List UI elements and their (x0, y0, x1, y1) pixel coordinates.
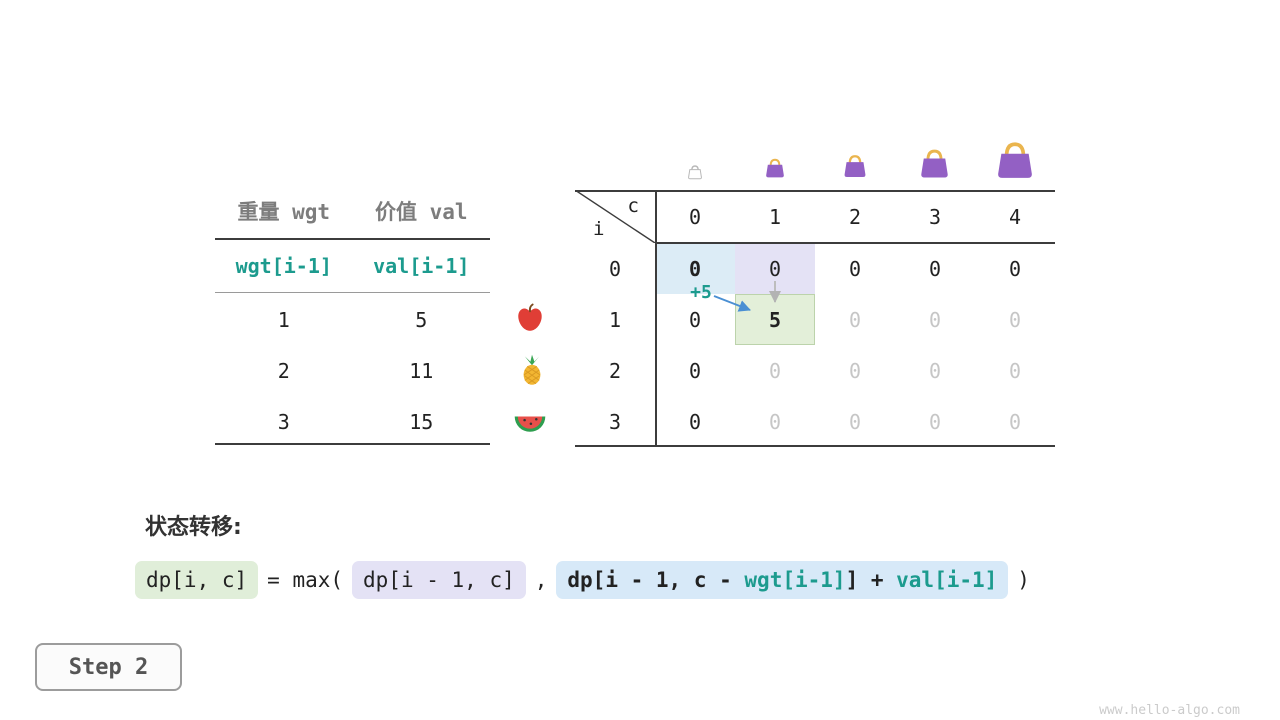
col-header-0: 0 (688, 204, 702, 229)
dp-table: c i 0 1 2 3 4 0 0 0 0 0 0 1 0 5 0 0 0 2 … (575, 190, 1055, 447)
items-table-var-row: wgt[i-1] val[i-1] (215, 242, 490, 290)
dp-cell-3-2: 0 (848, 409, 862, 434)
value-gain-annotation: +5 (690, 282, 712, 303)
item-row-2: 2 11 (215, 345, 490, 396)
col-header-2: 2 (848, 204, 862, 229)
col-header-value: 价值 val (374, 200, 468, 224)
row-label-1: 1 (608, 307, 622, 332)
bag-medium-icon (842, 153, 868, 179)
apple-icon (515, 303, 545, 333)
dp-cell-0-0: 0 (655, 243, 735, 294)
dp-cell-3-0: 0 (688, 409, 702, 434)
table-vertical-divider (655, 190, 657, 447)
table-divider (215, 443, 490, 445)
dp-corner-cell: c i (575, 190, 655, 243)
corner-col-label: c (627, 195, 639, 217)
table-divider (215, 292, 490, 293)
bag-large-icon (918, 147, 951, 180)
table-header-divider (655, 242, 1055, 244)
formula-take-part2: ] + (845, 568, 897, 592)
item-row-1: 1 5 (215, 294, 490, 345)
item1-weight: 1 (277, 307, 290, 332)
dp-cell-1-1: 5 (735, 294, 815, 345)
formula-take-val: val[i-1] (896, 568, 998, 592)
dp-cell-3-4: 0 (1008, 409, 1022, 434)
dp-cell-2-4: 0 (1008, 358, 1022, 383)
item2-weight: 2 (277, 358, 290, 383)
row-label-3: 3 (608, 409, 622, 434)
formula-take-part1: dp[i - 1, c - (567, 568, 745, 592)
step-indicator: Step 2 (35, 643, 182, 691)
formula-close-paren: ) (1017, 568, 1030, 592)
col-header-1: 1 (768, 204, 782, 229)
state-transition-formula: dp[i, c] = max( dp[i - 1, c] , dp[i - 1,… (135, 561, 1030, 599)
items-table-header: 重量 wgt 价值 val (215, 186, 490, 236)
dp-cell-1-0: 0 (688, 307, 702, 332)
watermelon-icon (512, 403, 548, 439)
row-label-0: 0 (608, 256, 622, 281)
bag-xlarge-icon (994, 139, 1036, 181)
wgt-var-label: wgt[i-1] (235, 254, 332, 278)
bag-outline-icon (687, 164, 703, 180)
dp-cell-2-2: 0 (848, 358, 862, 383)
item3-value: 15 (409, 409, 434, 434)
dp-cell-0-2: 0 (848, 256, 862, 281)
formula-equals-max: = max( (267, 568, 344, 592)
dp-cell-2-3: 0 (928, 358, 942, 383)
items-table: 重量 wgt 价值 val wgt[i-1] val[i-1] 1 5 2 11… (215, 186, 490, 448)
table-border-bottom (575, 445, 1055, 447)
dp-cell-0-1: 0 (735, 243, 815, 294)
val-var-label: val[i-1] (373, 254, 470, 278)
formula-comma: , (534, 568, 548, 592)
dp-cell-0-4: 0 (1008, 256, 1022, 281)
corner-diagonal (575, 190, 655, 243)
row-label-2: 2 (608, 358, 622, 383)
table-border-top (575, 190, 1055, 192)
dp-cell-2-1: 0 (768, 358, 782, 383)
item-row-3: 3 15 (215, 396, 490, 447)
dp-cell-1-3: 0 (928, 307, 942, 332)
formula-option-take: dp[i - 1, c - wgt[i-1]] + val[i-1] (556, 561, 1009, 599)
step-label: Step 2 (68, 654, 149, 680)
dp-cell-2-0: 0 (688, 358, 702, 383)
state-transition-label: 状态转移: (145, 515, 242, 540)
dp-cell-1-4: 0 (1008, 307, 1022, 332)
formula-option-skip: dp[i - 1, c] (352, 561, 526, 599)
site-watermark: www.hello-algo.com (1099, 703, 1240, 718)
col-header-weight: 重量 wgt (237, 200, 331, 224)
dp-cell-0-3: 0 (928, 256, 942, 281)
dp-cell-1-2: 0 (848, 307, 862, 332)
formula-dp-current: dp[i, c] (135, 561, 259, 599)
formula-take-wgt: wgt[i-1] (744, 568, 846, 592)
col-header-3: 3 (928, 204, 942, 229)
item3-weight: 3 (277, 409, 290, 434)
pineapple-icon (516, 354, 548, 386)
item2-value: 11 (409, 358, 434, 383)
dp-cell-3-1: 0 (768, 409, 782, 434)
corner-row-label: i (593, 218, 605, 240)
table-divider (215, 238, 490, 240)
item1-value: 5 (415, 307, 428, 332)
col-header-4: 4 (1008, 204, 1022, 229)
bag-small-icon (764, 157, 786, 179)
dp-cell-3-3: 0 (928, 409, 942, 434)
